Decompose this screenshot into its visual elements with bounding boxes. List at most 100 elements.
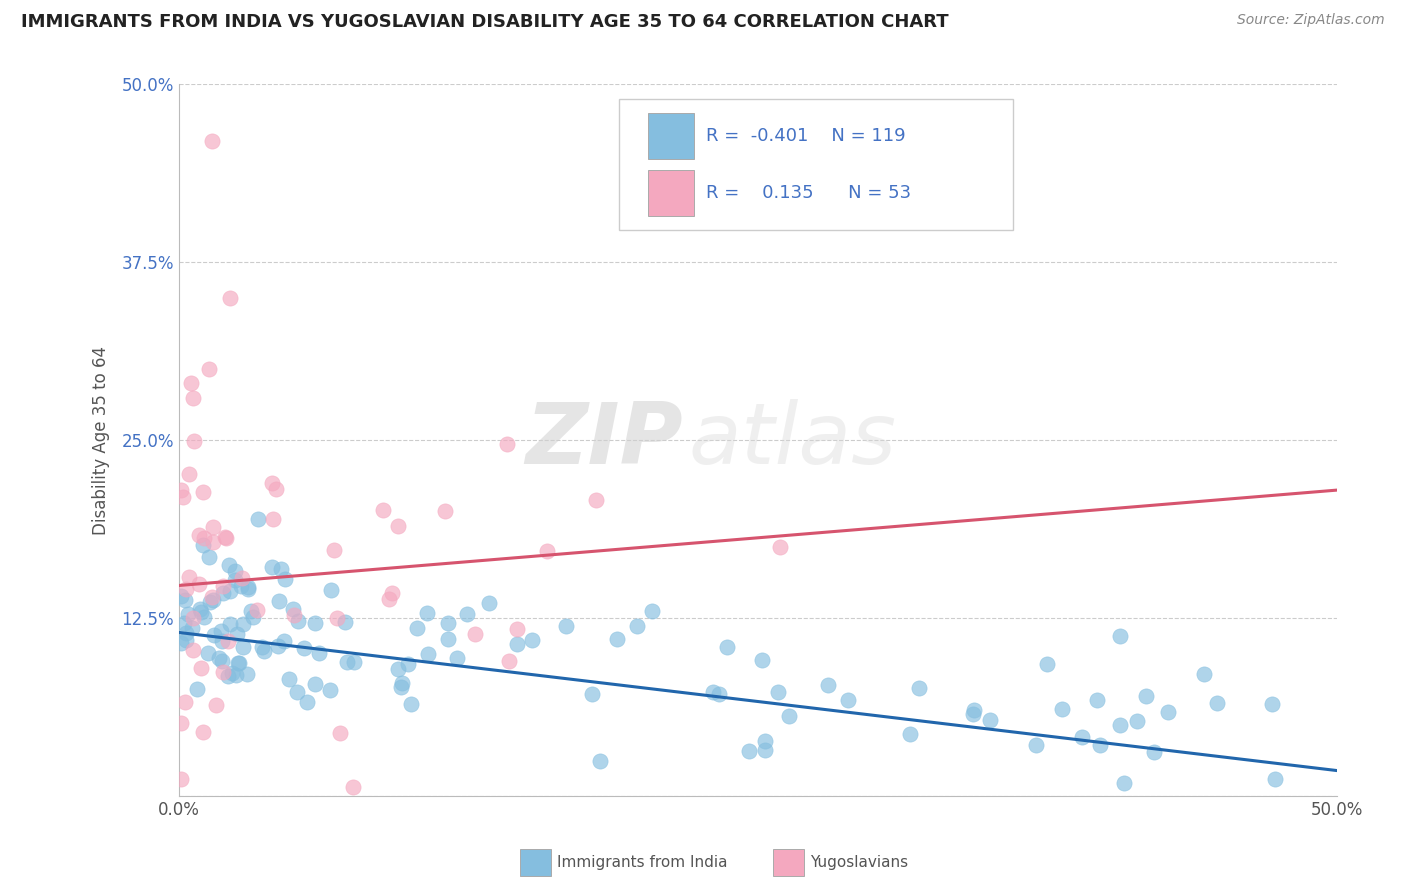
Point — [239, 604, 262, 618]
Point — [837, 692, 859, 706]
Point — [221, 665, 243, 680]
Text: R =  -0.401    N = 119: R = -0.401 N = 119 — [706, 127, 905, 145]
Point — [381, 586, 404, 600]
Point — [202, 520, 225, 534]
Point — [1090, 738, 1112, 752]
Point — [391, 676, 413, 690]
Point — [768, 685, 790, 699]
Point — [416, 606, 439, 620]
Point — [536, 543, 558, 558]
FancyBboxPatch shape — [648, 169, 695, 216]
Point — [187, 528, 209, 542]
Text: atlas: atlas — [689, 399, 897, 482]
FancyBboxPatch shape — [648, 113, 695, 159]
Point — [738, 744, 761, 758]
Point — [1205, 696, 1227, 710]
Point — [1261, 697, 1284, 711]
Point — [264, 482, 287, 496]
Point — [188, 602, 211, 616]
Point — [215, 531, 238, 545]
Point — [190, 605, 212, 619]
Point — [319, 683, 342, 698]
Point — [962, 706, 984, 721]
Text: Yugoslavians: Yugoslavians — [810, 855, 908, 870]
Point — [236, 667, 259, 681]
Point — [262, 511, 284, 525]
Point — [778, 709, 800, 723]
Point — [285, 685, 308, 699]
Point — [336, 656, 359, 670]
Point — [219, 617, 242, 632]
Point — [236, 582, 259, 597]
Point — [231, 579, 253, 593]
Point — [174, 632, 197, 647]
Point — [224, 573, 246, 587]
Point — [181, 643, 204, 657]
Point — [183, 434, 205, 449]
Point — [212, 586, 235, 600]
FancyBboxPatch shape — [619, 99, 1012, 230]
Point — [267, 639, 290, 653]
Point — [1024, 738, 1046, 752]
Point — [174, 592, 197, 607]
Point — [209, 624, 232, 639]
Point — [900, 727, 922, 741]
Point — [589, 754, 612, 768]
Point — [555, 618, 578, 632]
Point — [180, 376, 202, 390]
Point — [702, 685, 724, 699]
Point — [177, 467, 200, 481]
Point — [329, 726, 352, 740]
Point — [641, 604, 664, 618]
Point — [200, 595, 222, 609]
Point — [212, 579, 235, 593]
Point — [908, 681, 931, 695]
Point — [343, 655, 366, 669]
Point — [269, 593, 291, 607]
Point — [406, 620, 429, 634]
Point — [498, 654, 520, 668]
Point — [371, 503, 394, 517]
Point — [226, 627, 249, 641]
Point — [198, 549, 221, 564]
Point — [1114, 776, 1136, 790]
Y-axis label: Disability Age 35 to 64: Disability Age 35 to 64 — [93, 346, 110, 535]
Point — [1135, 689, 1157, 703]
Point — [283, 607, 305, 622]
Point — [177, 607, 200, 621]
Point — [437, 632, 460, 647]
Point — [709, 687, 731, 701]
Point — [193, 532, 215, 546]
Point — [201, 535, 224, 549]
Point — [250, 640, 273, 655]
Point — [202, 593, 225, 607]
Point — [273, 634, 295, 648]
Point — [232, 640, 254, 654]
Point — [751, 652, 773, 666]
Point — [335, 615, 357, 630]
Text: ZIP: ZIP — [524, 399, 682, 482]
Point — [174, 582, 197, 597]
Point — [1109, 717, 1132, 731]
Point — [225, 668, 247, 682]
Point — [1194, 667, 1216, 681]
Point — [208, 650, 231, 665]
Point — [193, 610, 215, 624]
Point — [377, 591, 399, 606]
Point — [769, 540, 792, 554]
Point — [1070, 730, 1092, 744]
Point — [205, 698, 228, 712]
Point — [190, 661, 212, 675]
Point — [172, 491, 194, 505]
Text: Immigrants from India: Immigrants from India — [557, 855, 727, 870]
Point — [197, 646, 219, 660]
Point — [274, 572, 297, 586]
Point — [754, 743, 776, 757]
Point — [253, 644, 276, 658]
Point — [270, 562, 292, 576]
Point — [181, 611, 204, 625]
Point — [396, 657, 419, 671]
Point — [292, 640, 315, 655]
Point — [585, 492, 607, 507]
Point — [246, 512, 269, 526]
